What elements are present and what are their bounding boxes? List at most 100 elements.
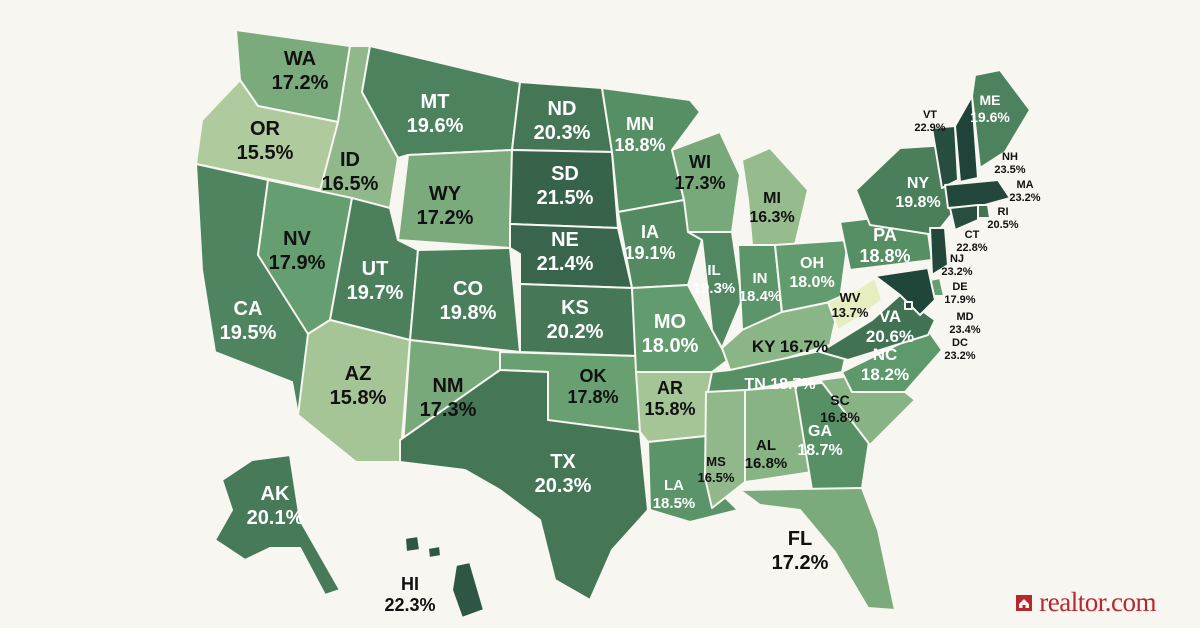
state-value: 19.6% xyxy=(970,109,1010,125)
state-code: CA xyxy=(234,298,263,320)
state-code: UT xyxy=(362,258,389,280)
state-code: MI xyxy=(763,190,781,207)
label-ny: NY 19.8% xyxy=(895,175,940,211)
state-code: NE xyxy=(551,229,579,251)
state-value: 19.8% xyxy=(440,302,497,324)
state-value: 23.4% xyxy=(949,324,980,336)
state-value: 17.2% xyxy=(417,207,474,229)
state-value: 18.0% xyxy=(789,274,834,291)
state-co xyxy=(409,247,521,353)
state-value: 17.9% xyxy=(269,252,326,274)
state-code: NM xyxy=(432,375,463,397)
state-code: ME xyxy=(980,92,1001,108)
state-value: 23.5% xyxy=(994,164,1025,176)
state-value: 17.3% xyxy=(674,173,725,193)
state-value: 16.3% xyxy=(749,209,794,226)
state-value: 18.8% xyxy=(859,246,910,266)
state-value: 23.2% xyxy=(944,350,975,362)
label-inline: TN 18.7% xyxy=(744,376,815,393)
state-va xyxy=(819,294,936,361)
state-code: SD xyxy=(551,163,579,185)
state-tx xyxy=(399,369,649,601)
logo-text: realtor.com xyxy=(1039,587,1156,617)
state-code: VT xyxy=(923,109,937,121)
state-value: 16.8% xyxy=(820,409,860,425)
state-code: OK xyxy=(580,366,607,386)
state-value: 18.8% xyxy=(614,135,665,155)
state-code: IN xyxy=(753,270,768,287)
state-value: 19.3% xyxy=(693,280,736,297)
state-md xyxy=(874,267,936,316)
state-value: 20.3% xyxy=(534,122,591,144)
state-value: 15.5% xyxy=(237,142,294,164)
state-code: HI xyxy=(401,574,419,594)
state-ma xyxy=(944,179,1011,209)
label-tn: TN 18.7% xyxy=(744,376,815,393)
state-code: LA xyxy=(664,477,684,494)
label-oh: OH 18.0% xyxy=(789,255,834,291)
state-code: ID xyxy=(340,149,360,171)
label-ga: GA 18.7% xyxy=(797,423,842,459)
state-ct xyxy=(949,204,979,231)
state-value: 20.5% xyxy=(987,219,1018,231)
state-value: 18.4% xyxy=(739,288,782,305)
state-value: 16.5% xyxy=(698,470,735,485)
state-value: 21.4% xyxy=(537,253,594,275)
state-value: 23.2% xyxy=(1009,192,1040,204)
state-code: NY xyxy=(907,175,930,192)
state-value: 17.2% xyxy=(272,72,329,94)
state-value: 18.5% xyxy=(653,495,696,512)
label-mi: MI 16.3% xyxy=(749,190,794,226)
state-ks xyxy=(519,283,637,357)
state-nh xyxy=(954,95,979,183)
state-ak xyxy=(214,454,341,596)
state-value: 20.6% xyxy=(866,327,914,346)
state-value: 18.7% xyxy=(797,442,842,459)
state-code: NH xyxy=(1002,151,1018,163)
state-code: MS xyxy=(706,454,726,469)
state-code: ND xyxy=(548,98,577,120)
state-value: 19.5% xyxy=(220,322,277,344)
state-code: OH xyxy=(800,255,824,272)
state-value: 20.1% xyxy=(247,507,304,529)
state-code: AL xyxy=(756,437,776,454)
state-code: GA xyxy=(808,423,832,440)
state-ms xyxy=(704,389,746,509)
state-value: 16.7% xyxy=(780,337,828,356)
state-code: FL xyxy=(788,528,812,550)
state-value: 17.9% xyxy=(944,294,975,306)
state-value: 16.8% xyxy=(745,455,788,472)
state-code: VA xyxy=(879,307,901,326)
